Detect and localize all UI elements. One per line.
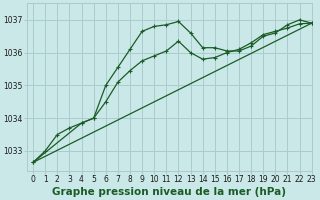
- X-axis label: Graphe pression niveau de la mer (hPa): Graphe pression niveau de la mer (hPa): [52, 187, 286, 197]
